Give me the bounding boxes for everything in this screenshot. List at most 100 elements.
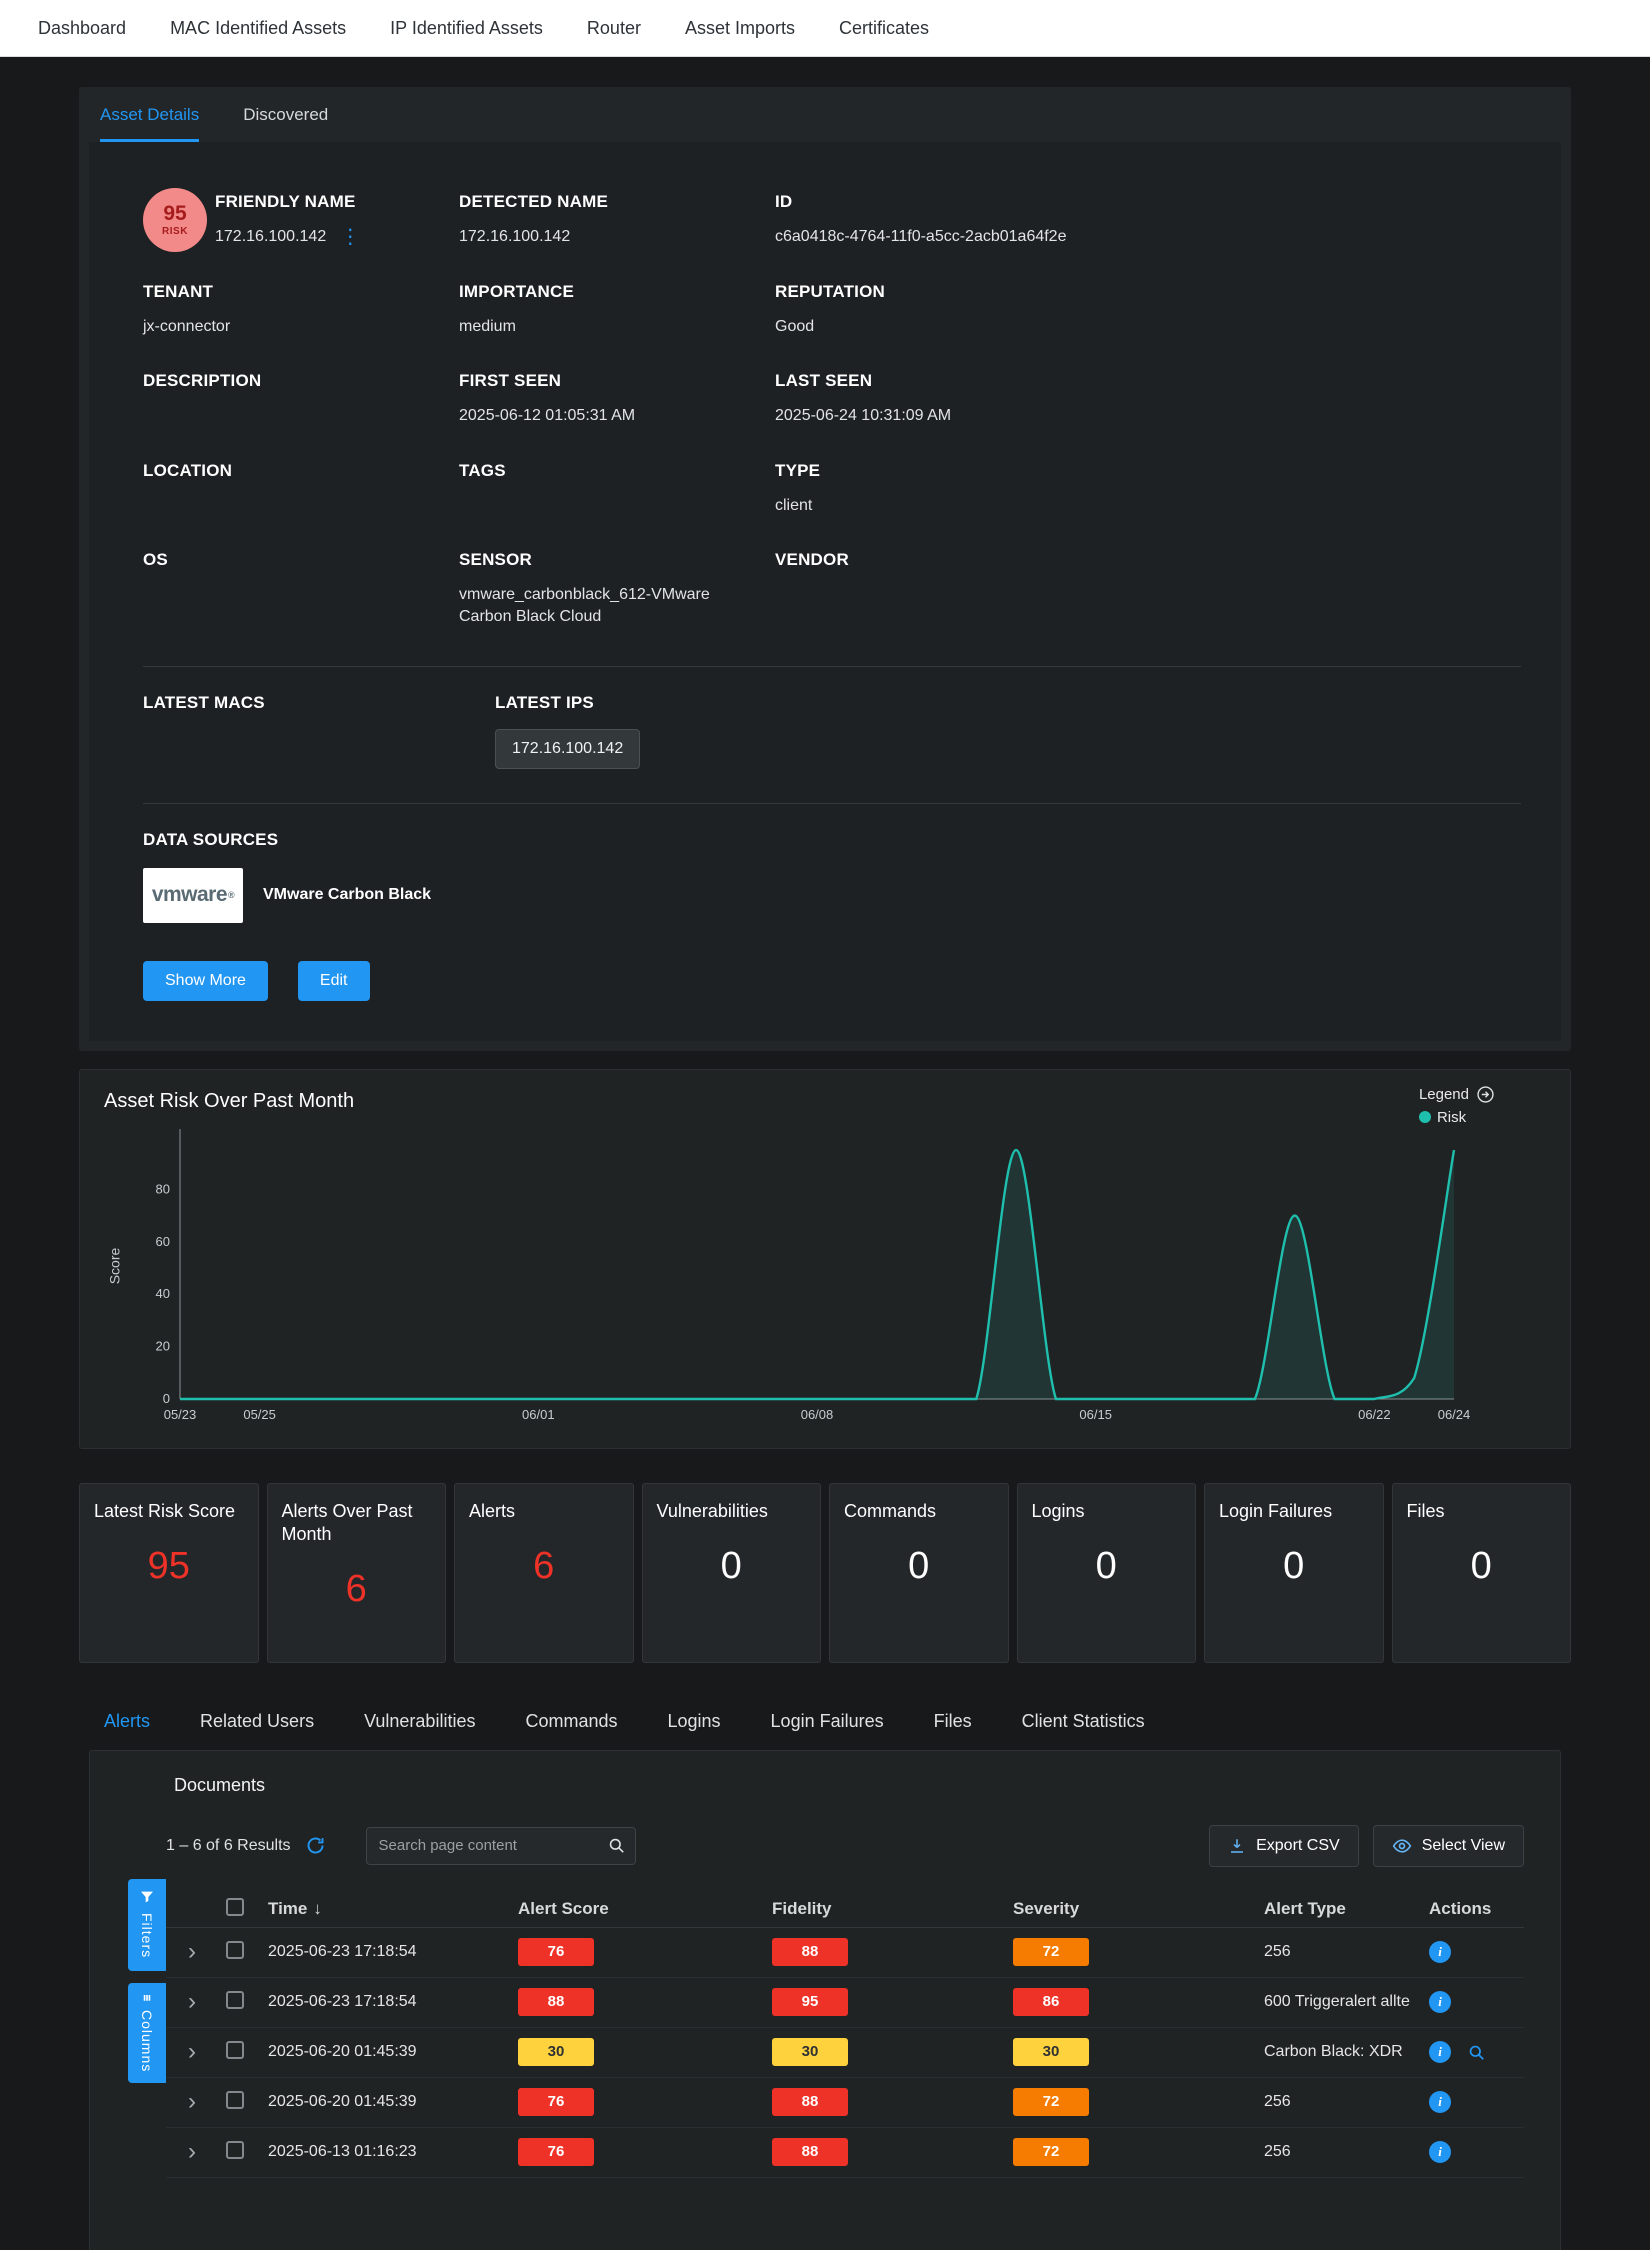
alert-type-cell: Carbon Black: XDR (1264, 2043, 1403, 2061)
stat-label: Alerts Over Past Month (281, 1500, 413, 1544)
search-action-icon[interactable] (1467, 2043, 1486, 2062)
stat-card-commands: Commands 0 (829, 1482, 1009, 1663)
risk-chart-panel: Asset Risk Over Past Month Legend Risk S… (79, 1068, 1571, 1449)
field-value (459, 495, 749, 514)
field-value: 172.16.100.142 (459, 228, 571, 245)
stat-label: Alerts (469, 1500, 516, 1521)
columns-side-button[interactable]: Columns (128, 1982, 166, 2083)
risk-badge-label: RISK (162, 226, 188, 237)
col-header-fidelity[interactable]: Fidelity (772, 1899, 832, 1919)
field-tags: TAGS (459, 461, 775, 517)
show-more-button[interactable]: Show More (143, 960, 268, 1001)
tab-asset-details[interactable]: Asset Details (100, 105, 200, 142)
severity-chip: 72 (1013, 2138, 1089, 2167)
expand-row-icon[interactable]: › (188, 1988, 196, 2016)
col-header-alert-score[interactable]: Alert Score (518, 1899, 609, 1919)
risk-chart-svg: 0 20 40 60 80 05/23 05/25 06/01 06/08 06/15 06/22 0… (156, 1128, 1470, 1422)
detail-tab-logins[interactable]: Logins (667, 1710, 721, 1731)
legend-toggle[interactable]: Legend (1419, 1086, 1494, 1103)
time-cell: 2025-06-13 01:16:23 (268, 2143, 417, 2161)
select-view-button[interactable]: Select View (1372, 1824, 1524, 1867)
detail-tab-commands[interactable]: Commands (525, 1710, 618, 1731)
tab-discovered[interactable]: Discovered (243, 105, 329, 124)
field-reputation: REPUTATION Good (775, 282, 1521, 338)
expand-row-icon[interactable]: › (188, 1938, 196, 1966)
row-checkbox[interactable] (226, 1990, 244, 2009)
stat-card-login-failures: Login Failures 0 (1204, 1482, 1384, 1663)
nav-item-certificates[interactable]: Certificates (838, 17, 930, 38)
field-value (143, 584, 433, 603)
field-label: FIRST SEEN (459, 371, 562, 391)
svg-text:05/23: 05/23 (164, 1407, 197, 1422)
export-csv-button[interactable]: Export CSV (1209, 1824, 1359, 1867)
nav-item-dashboard[interactable]: Dashboard (38, 17, 127, 38)
field-label: LAST SEEN (775, 371, 873, 391)
severity-chip: 72 (1013, 1938, 1089, 1967)
alert-score-chip: 76 (518, 1938, 594, 1967)
table-row: › 2025-06-20 01:45:39 76 88 72 256 i (166, 2078, 1524, 2128)
divider (143, 665, 1521, 667)
eye-icon (1392, 1838, 1411, 1853)
info-icon[interactable]: i (1429, 2091, 1451, 2114)
fidelity-chip: 88 (772, 2138, 848, 2167)
stat-value: 6 (533, 1544, 555, 1587)
stat-value: 0 (1095, 1544, 1117, 1587)
field-label: SENSOR (459, 550, 532, 570)
field-vendor: VENDOR (775, 550, 1521, 627)
detail-tab-vulnerabilities[interactable]: Vulnerabilities (364, 1710, 476, 1731)
table-row: › 2025-06-23 17:18:54 88 95 86 600 Trigg… (166, 1978, 1524, 2028)
col-header-time[interactable]: Time ↓ (268, 1899, 322, 1919)
info-icon[interactable]: i (1429, 2141, 1451, 2164)
col-header-alert-type[interactable]: Alert Type (1264, 1899, 1346, 1919)
svg-text:06/08: 06/08 (801, 1407, 834, 1422)
chart-title: Asset Risk Over Past Month (104, 1089, 355, 1112)
fidelity-chip: 95 (772, 1988, 848, 2017)
fidelity-chip: 88 (772, 2088, 848, 2117)
detail-tab-client-statistics[interactable]: Client Statistics (1021, 1710, 1145, 1731)
nav-item-ip-identified-assets[interactable]: IP Identified Assets (390, 17, 543, 38)
field-value: client (775, 496, 813, 514)
row-checkbox[interactable] (226, 2090, 244, 2109)
stat-card-latest-risk-score: Latest Risk Score 95 (79, 1482, 259, 1663)
row-checkbox[interactable] (226, 2040, 244, 2059)
search-icon[interactable] (607, 1836, 626, 1860)
stat-value: 0 (1470, 1544, 1492, 1587)
stat-label: Login Failures (1219, 1500, 1333, 1521)
info-icon[interactable]: i (1429, 1991, 1451, 2014)
expand-row-icon[interactable]: › (188, 2038, 196, 2066)
col-header-severity[interactable]: Severity (1013, 1899, 1080, 1919)
nav-item-mac-identified-assets[interactable]: MAC Identified Assets (170, 17, 347, 38)
nav-item-router[interactable]: Router (586, 17, 641, 38)
results-count: 1 – 6 of 6 Results (166, 1836, 291, 1854)
stat-card-vulnerabilities: Vulnerabilities 0 (641, 1482, 821, 1663)
row-checkbox[interactable] (226, 2140, 244, 2159)
detail-tab-login-failures[interactable]: Login Failures (770, 1710, 884, 1731)
info-icon[interactable]: i (1429, 1941, 1451, 1964)
data-sources-section: DATA SOURCES vmware ® VMware Carbon Black (143, 804, 1521, 953)
alert-type-cell: 256 (1264, 1943, 1291, 1961)
search-input[interactable] (365, 1826, 636, 1865)
info-icon[interactable]: i (1429, 2041, 1451, 2064)
kebab-menu-icon[interactable]: ⋮ (340, 225, 361, 248)
row-checkbox[interactable] (226, 1940, 244, 1959)
filters-side-button[interactable]: Filters (128, 1878, 166, 1971)
field-importance: IMPORTANCE medium (459, 282, 775, 338)
expand-row-icon[interactable]: › (188, 2088, 196, 2116)
nav-item-asset-imports[interactable]: Asset Imports (684, 17, 795, 38)
latest-section: LATEST MACS LATEST IPS 172.16.100.142 (143, 667, 1521, 799)
select-all-checkbox[interactable] (226, 1897, 244, 1916)
field-id: ID c6a0418c-4764-11f0-a5cc-2acb01a64f2e (775, 192, 1521, 248)
detail-tab-related-users[interactable]: Related Users (200, 1710, 315, 1731)
asset-fields-grid: FRIENDLY NAME 172.16.100.142 ⋮ DETECTED … (143, 192, 1521, 662)
expand-row-icon[interactable]: › (188, 2138, 196, 2166)
edit-button[interactable]: Edit (297, 960, 370, 1001)
detail-tab-alerts[interactable]: Alerts (104, 1710, 151, 1731)
svg-text:40: 40 (156, 1286, 170, 1301)
legend-item-risk[interactable]: Risk (1418, 1109, 1494, 1126)
columns-icon (143, 1994, 151, 2001)
refresh-icon[interactable] (305, 1835, 326, 1856)
detail-tab-files[interactable]: Files (933, 1710, 972, 1731)
stat-card-logins: Logins 0 (1016, 1482, 1196, 1663)
field-type: TYPE client (775, 461, 1521, 517)
